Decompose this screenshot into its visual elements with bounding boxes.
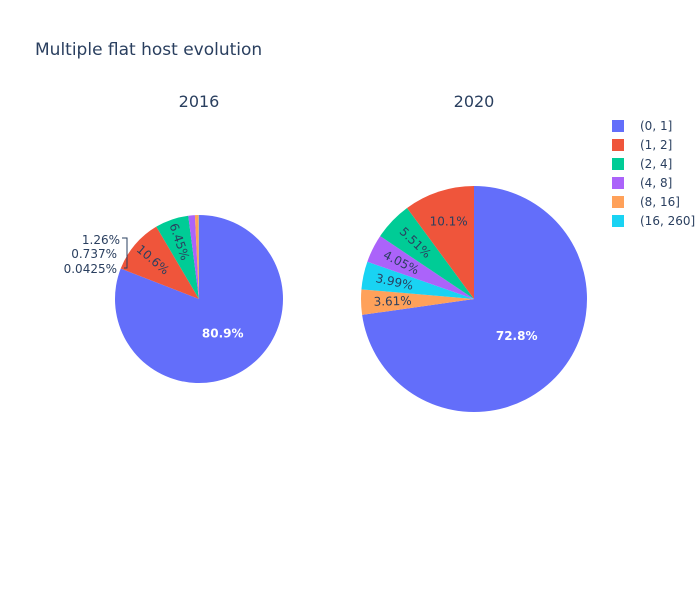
slice-2020-2[interactable]	[380, 207, 474, 299]
slice-2020-0[interactable]	[362, 186, 587, 412]
slice-label-2016-4: 0.737%	[71, 247, 117, 261]
chart-title: Multiple flat host evolution	[35, 40, 263, 60]
slice-label-2020-1: 10.1%	[430, 215, 468, 229]
legend-item[interactable]: (1, 2]	[610, 135, 695, 154]
legend-swatch	[612, 195, 624, 208]
pie-title-2020: 2020	[453, 92, 495, 111]
slice-2020-3[interactable]	[367, 236, 474, 299]
slice-2020-5[interactable]	[361, 261, 474, 299]
legend-label: (2, 4]	[640, 156, 673, 171]
slice-label-2016-3: 1.26%	[82, 233, 120, 247]
legend-item[interactable]: (0, 1]	[610, 116, 695, 135]
slice-label-2016-0: 80.9%	[202, 327, 244, 341]
legend-item[interactable]: (8, 16]	[610, 192, 695, 211]
slice-label-2020-0: 72.8%	[496, 329, 538, 343]
slice-2016-1[interactable]	[120, 226, 199, 299]
legend-swatch	[612, 138, 624, 151]
legend-label: (8, 16]	[640, 194, 680, 209]
slice-2020-4[interactable]	[361, 289, 474, 315]
leader-line-2016	[122, 237, 128, 269]
legend-label: (0, 1]	[640, 118, 673, 133]
legend-label: (4, 8]	[640, 175, 673, 190]
legend-swatch	[612, 176, 624, 189]
legend-item[interactable]: (4, 8]	[610, 173, 695, 192]
slice-2016-4[interactable]	[194, 215, 199, 299]
legend-label: (16, 260]	[640, 213, 696, 228]
slice-2016-2[interactable]	[156, 215, 199, 299]
slice-label-2016-5: 0.0425%	[64, 262, 117, 276]
legend-swatch	[612, 119, 624, 132]
legend-item[interactable]: (16, 260]	[610, 211, 695, 230]
pie-title-2016: 2016	[178, 92, 220, 111]
legend: (0, 1] (1, 2] (2, 4] (4, 8] (8, 16] (16, 260]	[610, 116, 695, 230]
legend-swatch	[612, 157, 624, 170]
legend-item[interactable]: (2, 4]	[610, 154, 695, 173]
slice-2016-3[interactable]	[188, 215, 199, 299]
legend-label: (1, 2]	[640, 137, 673, 152]
legend-swatch	[612, 214, 624, 227]
slice-label-2020-4: 3.61%	[373, 294, 411, 309]
slice-2020-1[interactable]	[407, 186, 474, 299]
